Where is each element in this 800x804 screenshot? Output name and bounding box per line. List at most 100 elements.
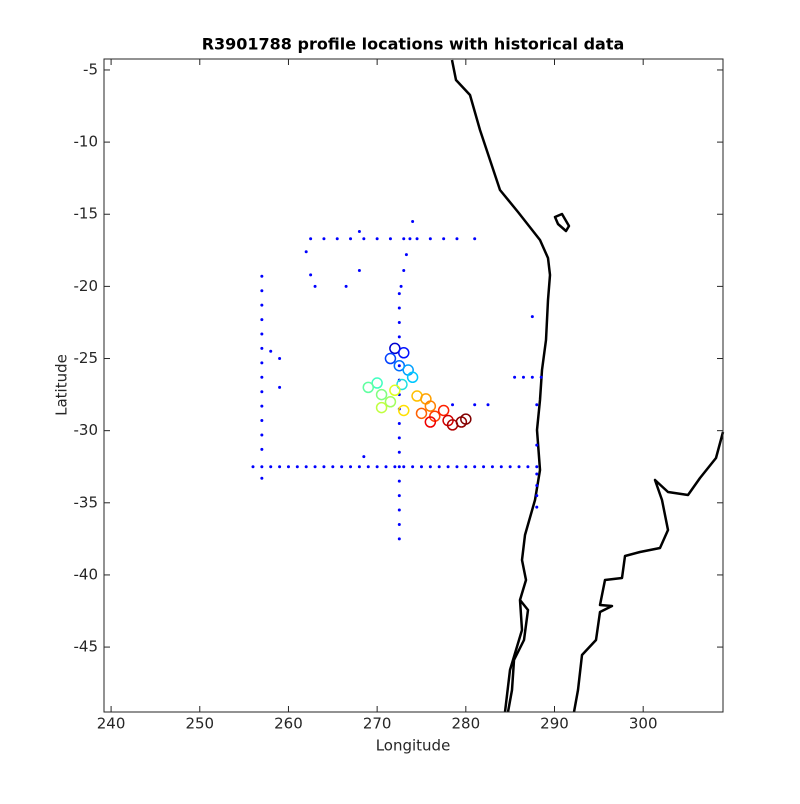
y-tick-label: -45 — [74, 638, 99, 656]
profile-point — [371, 377, 383, 389]
x-axis-label: Longitude — [376, 737, 451, 755]
plot-frame — [103, 58, 724, 713]
chart-title: R3901788 profile locations with historic… — [202, 35, 625, 54]
historical-point — [539, 375, 543, 379]
historical-point — [393, 465, 397, 469]
historical-point — [260, 433, 264, 437]
x-tick-label: 300 — [629, 715, 658, 733]
historical-point — [384, 465, 388, 469]
historical-point — [260, 404, 264, 408]
profile-point — [384, 352, 397, 365]
profile-point — [406, 371, 419, 384]
historical-point — [313, 465, 317, 469]
profile-point — [437, 404, 450, 417]
profile-point — [424, 400, 437, 412]
profile-point — [393, 359, 406, 372]
historical-point — [530, 315, 534, 319]
historical-point — [399, 284, 403, 288]
historical-point — [397, 465, 401, 469]
historical-point — [349, 465, 353, 469]
historical-point — [397, 306, 401, 310]
historical-point — [397, 522, 401, 526]
historical-point — [473, 465, 477, 469]
historical-point — [375, 237, 379, 241]
historical-point — [322, 465, 326, 469]
historical-point — [402, 465, 406, 469]
historical-point — [455, 237, 459, 241]
historical-point — [313, 284, 317, 288]
historical-point — [260, 447, 264, 451]
profile-point — [384, 396, 397, 408]
historical-point — [415, 237, 419, 241]
historical-point — [397, 335, 401, 339]
profile-point — [424, 416, 437, 428]
historical-point — [428, 465, 432, 469]
historical-point — [535, 465, 539, 469]
historical-point — [260, 289, 264, 293]
y-tick-label: -5 — [83, 60, 98, 78]
historical-point — [260, 346, 264, 350]
historical-point — [260, 332, 264, 336]
historical-point — [251, 465, 255, 469]
historical-point — [437, 465, 441, 469]
historical-point — [260, 303, 264, 307]
profile-point — [397, 346, 410, 359]
historical-point — [419, 465, 423, 469]
profile-point — [396, 378, 408, 391]
y-tick-label: -40 — [74, 565, 99, 583]
historical-point — [402, 269, 406, 273]
y-tick-label: -15 — [74, 205, 99, 223]
historical-point — [535, 403, 539, 407]
historical-point — [278, 465, 282, 469]
historical-point — [260, 274, 264, 278]
historical-point — [397, 494, 401, 498]
historical-point — [455, 465, 459, 469]
historical-point — [357, 230, 361, 234]
historical-point — [260, 390, 264, 394]
historical-point — [402, 237, 406, 241]
historical-point — [464, 465, 468, 469]
historical-point — [375, 465, 379, 469]
historical-point — [269, 349, 273, 353]
historical-point — [340, 465, 344, 469]
historical-point — [286, 465, 290, 469]
historical-point — [408, 237, 412, 241]
historical-point — [535, 443, 539, 447]
y-tick-label: -20 — [74, 277, 99, 295]
historical-point — [521, 375, 525, 379]
historical-point — [304, 250, 308, 254]
historical-point — [269, 465, 273, 469]
historical-point — [357, 269, 361, 273]
historical-point — [397, 450, 401, 454]
historical-point — [490, 465, 494, 469]
profile-point — [375, 388, 388, 401]
historical-point — [397, 508, 401, 512]
historical-point — [335, 237, 339, 241]
historical-point — [322, 237, 326, 241]
historical-point — [304, 465, 308, 469]
x-tick-label: 250 — [185, 715, 214, 733]
y-tick-label: -35 — [74, 493, 99, 511]
historical-point — [473, 403, 477, 407]
historical-point — [397, 320, 401, 324]
historical-point — [508, 465, 512, 469]
historical-point — [428, 237, 432, 241]
historical-point — [535, 483, 539, 487]
historical-point — [309, 237, 313, 241]
x-tick-label: 290 — [540, 715, 569, 733]
historical-point — [451, 403, 455, 407]
historical-point — [388, 237, 392, 241]
historical-point — [397, 436, 401, 440]
profile-point — [460, 413, 472, 425]
historical-point — [486, 403, 490, 407]
historical-point — [260, 375, 264, 379]
historical-point — [260, 419, 264, 423]
historical-point — [331, 465, 335, 469]
x-tick-label: 260 — [274, 715, 303, 733]
historical-point — [535, 505, 539, 509]
coastline — [450, 59, 725, 713]
historical-point — [530, 375, 534, 379]
